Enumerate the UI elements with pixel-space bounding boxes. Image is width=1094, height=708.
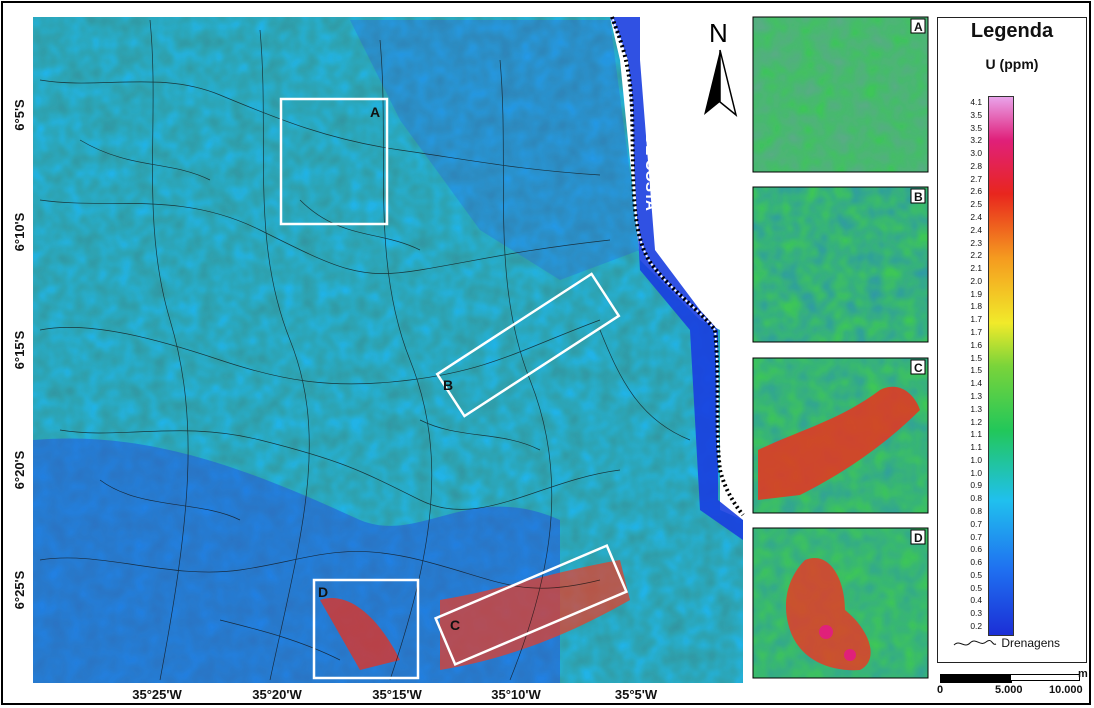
legend-tick: 1.5	[970, 365, 982, 376]
box-d	[312, 578, 420, 680]
legend-tick: 1.8	[970, 301, 982, 312]
legend-tick: 0.6	[970, 557, 982, 568]
legend-tick: 1.6	[970, 339, 982, 350]
legend-tick: 1.7	[970, 314, 982, 325]
lat-label: 6°15'S	[12, 330, 27, 369]
legend-tick: 0.5	[970, 569, 982, 580]
legend-tick: 0.8	[970, 493, 982, 504]
box-c-label: C	[450, 617, 460, 633]
svg-text:D: D	[914, 531, 923, 545]
legend-tick: 1.3	[970, 403, 982, 414]
inset-d: D	[752, 527, 929, 679]
legend-tick: 2.4	[970, 212, 982, 223]
legend-tick: 1.9	[970, 288, 982, 299]
north-label: N	[709, 18, 728, 48]
drainage-legend: Drenagens	[952, 636, 1060, 651]
lat-label: 6°20'S	[12, 450, 27, 489]
lon-label: 35°10'W	[491, 687, 541, 702]
legend-tick: 4.1	[970, 97, 982, 107]
scale-segment-1	[940, 674, 1012, 683]
legend-tick: 0.5	[970, 582, 982, 593]
legend-tick: 1.1	[970, 429, 982, 440]
north-arrow-icon	[704, 49, 738, 117]
box-d-label: D	[318, 584, 328, 600]
legend-tick: 0.9	[970, 480, 982, 491]
legend-tick: 2.7	[970, 173, 982, 184]
legend-tick: 1.1	[970, 442, 982, 453]
box-b-label: B	[443, 377, 453, 393]
color-ramp	[988, 96, 1014, 636]
drainage-network	[39, 19, 691, 681]
inset-a: A	[752, 16, 929, 173]
legend-tick: 0.6	[970, 544, 982, 555]
scale-segment-2	[1010, 674, 1080, 681]
scale-bar: 0 5.000 10.000 m	[937, 668, 1088, 702]
box-a-label: A	[370, 104, 380, 120]
legend-tick: 1.0	[970, 454, 982, 465]
box-b	[435, 272, 621, 418]
lat-label: 6°10'S	[12, 212, 27, 251]
legend-tick: 2.3	[970, 237, 982, 248]
legend-tick: 2.0	[970, 275, 982, 286]
latitude-labels: 6°5'S 6°10'S 6°15'S 6°20'S 6°25'S	[12, 99, 27, 609]
scale-label-2: 10.000	[1049, 684, 1083, 696]
inset-b: B	[752, 186, 929, 343]
legend-tick: 1.4	[970, 378, 982, 389]
legend-tick: 0.7	[970, 531, 982, 542]
legend-panel: Legenda U (ppm) 4.1 3.5 3.5 3.2 3.0 2.8 2.7 2.6…	[937, 17, 1087, 663]
box-a	[279, 97, 389, 226]
radiometric-map: A B C D N LINHA DE COSTA	[33, 16, 745, 683]
legend-tick: 1.5	[970, 352, 982, 363]
lon-label: 35°5'W	[615, 687, 658, 702]
inset-c: C	[752, 357, 929, 514]
legend-tick: 1.7	[970, 327, 982, 338]
svg-text:B: B	[914, 190, 923, 204]
legend-tick: 0.3	[970, 608, 982, 619]
legend-tick: 2.8	[970, 160, 982, 171]
scale-label-1: 5.000	[995, 684, 1023, 696]
scale-label-0: 0	[937, 684, 944, 696]
legend-tick: 1.2	[970, 416, 982, 427]
scale-unit: m	[1078, 668, 1088, 680]
svg-text:A: A	[914, 20, 923, 34]
legend-tick: 2.6	[970, 186, 982, 197]
coast-label: LINHA DE COSTA	[642, 85, 659, 211]
lon-label: 35°15'W	[372, 687, 422, 702]
legend-tick: 0.8	[970, 505, 982, 516]
legend-tick: 2.1	[970, 263, 982, 274]
legend-tick: 3.5	[970, 122, 982, 133]
svg-text:C: C	[914, 361, 923, 375]
lon-label: 35°20'W	[252, 687, 302, 702]
legend-tick: 3.0	[970, 148, 982, 159]
legend-tick: 2.2	[970, 250, 982, 261]
lon-label: 35°25'W	[132, 687, 182, 702]
longitude-labels: 35°25'W 35°20'W 35°15'W 35°10'W 35°5'W	[132, 687, 658, 702]
legend-tick: 0.7	[970, 518, 982, 529]
legend-tick: 1.0	[970, 467, 982, 478]
legend-tick: 0.2	[970, 621, 982, 631]
legend-tick: 2.4	[970, 224, 982, 235]
legend-tick: 0.4	[970, 595, 982, 606]
legend-tick: 3.2	[970, 135, 982, 146]
lat-label: 6°5'S	[12, 99, 27, 131]
legend-tick: 2.5	[970, 199, 982, 210]
legend-title: Legenda	[970, 20, 1054, 42]
legend-tick: 1.3	[970, 390, 982, 401]
box-c	[433, 544, 629, 666]
drainage-line-icon	[953, 639, 997, 646]
legend-subtitle: U (ppm)	[985, 56, 1039, 72]
legend-tick: 3.5	[970, 109, 982, 120]
drainage-label: Drenagens	[1001, 636, 1061, 650]
lat-label: 6°25'S	[12, 570, 27, 609]
